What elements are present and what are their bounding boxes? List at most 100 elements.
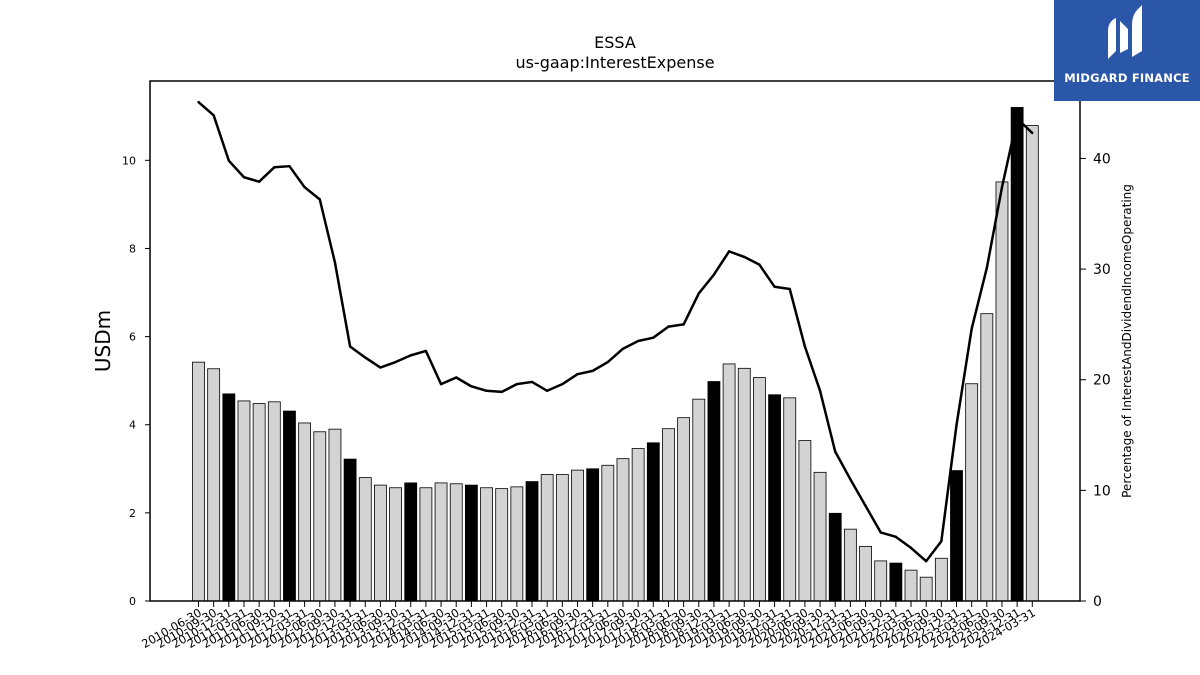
bar: [631, 448, 645, 602]
bar: [207, 368, 221, 602]
line-point: [970, 327, 973, 331]
line-point: [227, 159, 231, 162]
bar: [1010, 107, 1024, 602]
bar: [510, 486, 524, 602]
line-point: [743, 255, 746, 259]
line-point: [379, 366, 382, 369]
bar: [677, 417, 691, 602]
line-point: [409, 354, 412, 357]
line-point: [940, 540, 943, 543]
bar: [222, 393, 236, 602]
line-point: [909, 546, 913, 550]
bar: [555, 474, 569, 602]
chart-subtitle: us-gaap:InterestExpense: [515, 53, 714, 72]
line-point: [621, 347, 625, 350]
line-point: [773, 285, 776, 288]
line-point: [364, 356, 367, 359]
bar: [495, 488, 509, 602]
line-point: [1015, 117, 1019, 120]
line-point: [485, 389, 488, 392]
line-point: [682, 323, 685, 326]
line-point: [924, 559, 928, 563]
bar: [843, 528, 857, 602]
bar: [722, 363, 736, 602]
bar: [753, 377, 766, 602]
bar: [313, 431, 327, 602]
bar: [798, 440, 812, 602]
line-point: [667, 325, 670, 328]
line-point: [394, 360, 397, 364]
bar: [616, 458, 630, 602]
line-point: [697, 292, 700, 295]
bar: [950, 470, 963, 602]
y2-tick-label: 10: [1093, 483, 1111, 499]
bar: [919, 576, 933, 602]
midgard-logo-icon: [1108, 5, 1142, 59]
y-tick-label: 2: [129, 507, 136, 520]
y-tick-label: 0: [129, 595, 136, 608]
bar: [389, 487, 402, 602]
bar: [192, 361, 205, 602]
line-point: [318, 198, 321, 201]
bar: [828, 512, 842, 602]
brand-name: MIDGARD FINANCE: [1064, 71, 1190, 85]
line-point: [470, 385, 473, 388]
bar: [874, 560, 888, 602]
line-point: [455, 376, 458, 379]
line-point: [439, 382, 443, 386]
bar: [343, 458, 357, 602]
bar: [328, 428, 342, 602]
line-point: [834, 450, 837, 453]
line-point: [303, 186, 306, 189]
line-point: [500, 390, 503, 394]
x-axis: 2010-06-302010-09-302010-12-312011-03-31…: [139, 601, 1038, 651]
line-point: [288, 164, 291, 168]
bar: [934, 557, 948, 602]
line-point: [727, 250, 731, 253]
bar: [737, 367, 751, 602]
line-point: [576, 372, 579, 376]
bar: [783, 397, 797, 602]
line-point: [879, 531, 882, 534]
y-axis-label: USDm: [91, 310, 115, 372]
bar: [571, 469, 584, 602]
bar: [1025, 125, 1039, 602]
line-point: [561, 382, 564, 386]
chart-title: ESSA: [594, 33, 636, 52]
bar: [889, 562, 903, 602]
line-point: [712, 273, 716, 276]
y2-tick-label: 20: [1093, 373, 1111, 389]
line-point: [242, 176, 246, 179]
bar: [298, 422, 312, 602]
line-point: [864, 504, 867, 508]
bar: [662, 428, 675, 602]
bar: [813, 471, 827, 602]
bar: [449, 483, 463, 602]
line-point: [424, 349, 428, 353]
bar: [434, 482, 448, 602]
bar: [419, 487, 433, 602]
bar: [768, 394, 781, 602]
line-point: [636, 339, 640, 343]
bar: [267, 401, 281, 602]
line-point: [545, 389, 549, 392]
bar: [464, 484, 478, 602]
line-point: [212, 114, 215, 117]
y-tick-label: 6: [129, 331, 136, 344]
bar: [601, 464, 615, 602]
line-point: [606, 360, 610, 364]
line-point: [849, 478, 852, 481]
line-point: [955, 423, 958, 427]
line-point: [894, 535, 898, 539]
line-point: [788, 287, 791, 291]
bar: [965, 383, 979, 602]
line-series: [197, 100, 1034, 563]
line-point: [273, 166, 276, 169]
brand-logo: MIDGARD FINANCE: [1054, 0, 1200, 101]
line-point: [333, 261, 337, 264]
line-point: [591, 369, 594, 373]
bar: [358, 477, 372, 602]
bar: [283, 410, 296, 602]
line-point: [758, 263, 761, 266]
line-point: [803, 345, 807, 348]
